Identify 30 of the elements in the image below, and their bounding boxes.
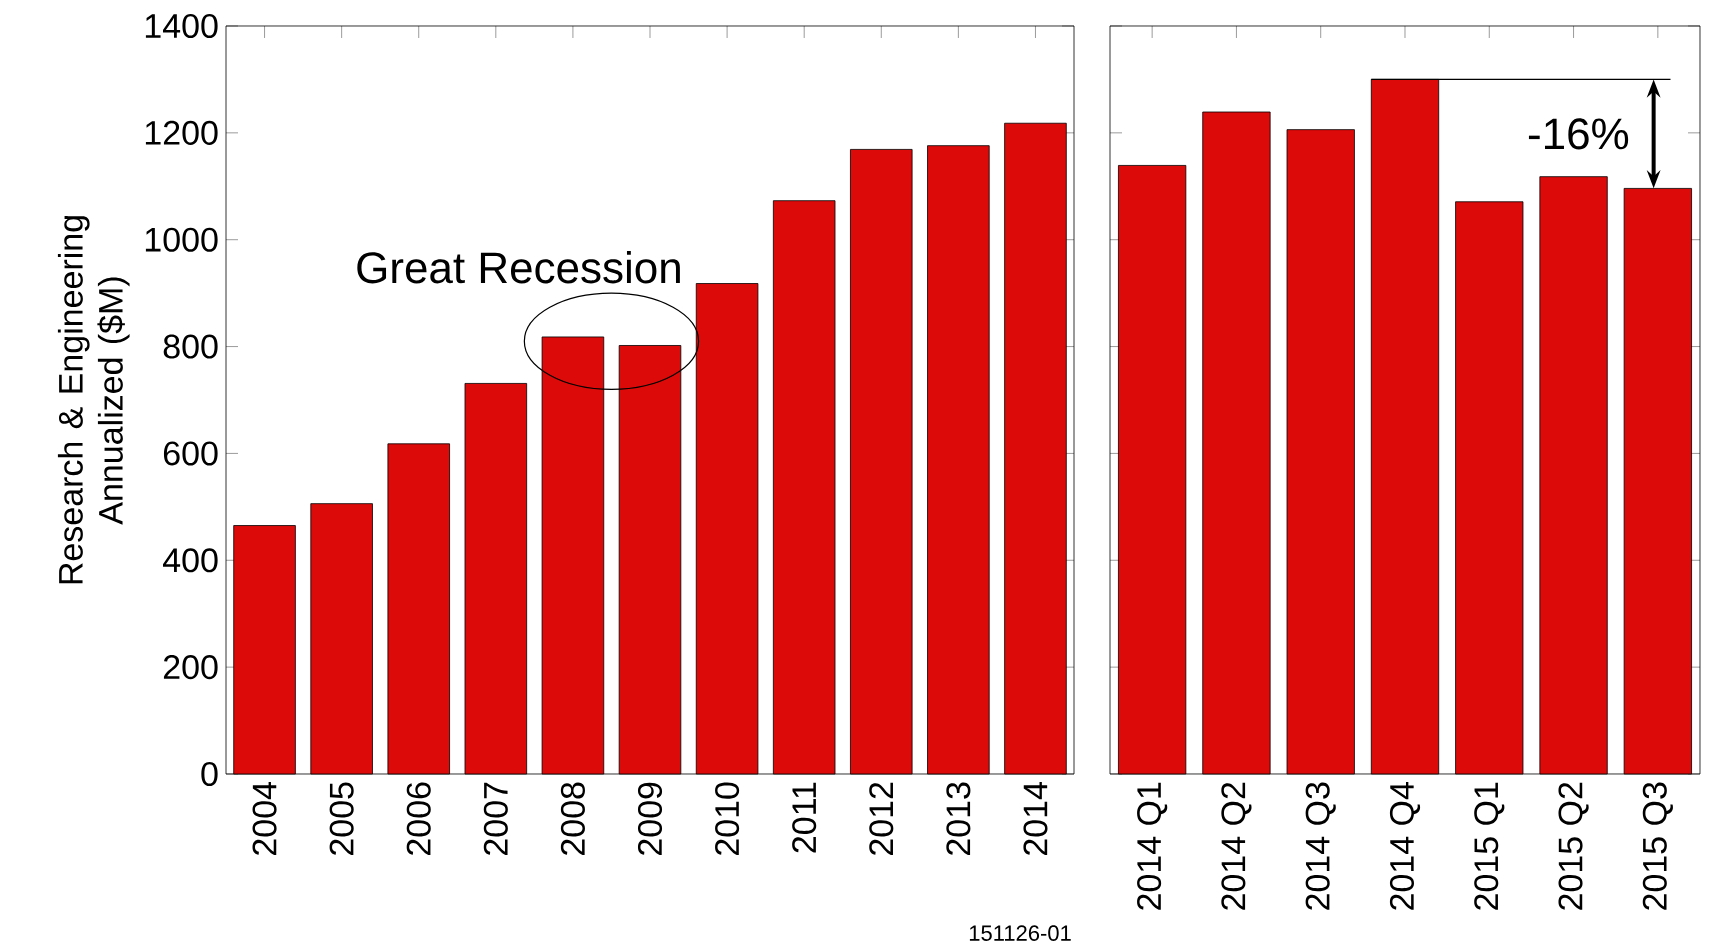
x-tick-label: 2015 Q2 <box>1558 782 1589 910</box>
x-tick-label: 2005 <box>329 782 354 855</box>
x-tick-label: 2014 Q4 <box>1389 782 1421 910</box>
x-tick-label: 2007 <box>483 782 508 855</box>
x-tick-label: 2014 Q3 <box>1305 782 1336 910</box>
y-axis-title: Research & Engineering Annualized ($M) <box>57 216 130 584</box>
y-tick-label: 400 <box>163 548 218 573</box>
x-tick-label: 2009 <box>637 782 663 855</box>
x-tick-label: 2014 Q1 <box>1137 782 1168 910</box>
y-tick-label: 200 <box>163 655 218 680</box>
y-tick-label: 0 <box>201 761 218 787</box>
y-tick-label: 1200 <box>145 120 218 145</box>
x-tick-label: 2015 Q1 <box>1474 782 1505 910</box>
x-tick-label: 2004 <box>252 782 277 855</box>
x-tick-label: 2012 <box>869 782 894 855</box>
x-tick-label: 2014 Q2 <box>1221 782 1252 910</box>
y-tick-label: 1000 <box>145 227 218 252</box>
x-tick-label: 2013 <box>946 782 971 855</box>
annotation: Great Recession <box>357 251 680 284</box>
x-tick-label: 2011 <box>792 782 817 853</box>
x-tick-label: 2015 Q3 <box>1642 782 1673 910</box>
x-tick-label: 2010 <box>715 782 740 855</box>
y-tick-label: 600 <box>163 441 218 466</box>
x-tick-label: 2008 <box>560 782 585 855</box>
y-tick-label: 800 <box>163 334 218 359</box>
x-tick-label: 2014 <box>1023 782 1048 855</box>
text: 151126-01 <box>969 925 1071 941</box>
annotation: -16% <box>1528 118 1629 150</box>
x-tick-label: 2006 <box>406 782 431 855</box>
y-tick-label: 1400 <box>145 13 218 39</box>
